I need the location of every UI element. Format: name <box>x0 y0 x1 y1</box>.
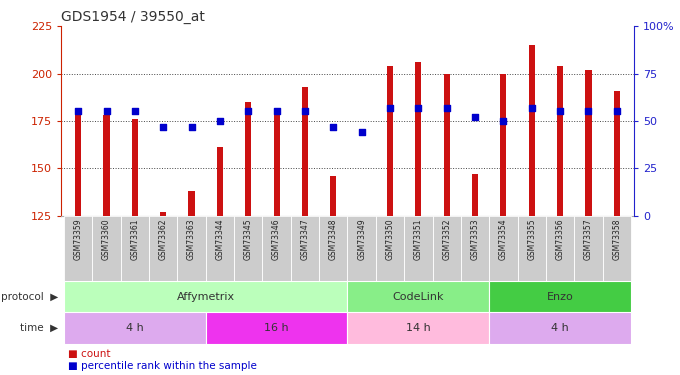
Bar <box>404 216 432 281</box>
Text: ■ count: ■ count <box>68 349 110 358</box>
Bar <box>103 115 109 216</box>
Bar <box>443 74 449 216</box>
Point <box>328 124 339 130</box>
Bar <box>160 212 167 216</box>
Bar <box>319 216 347 281</box>
Bar <box>234 216 262 281</box>
Bar <box>376 216 404 281</box>
Point <box>73 108 84 114</box>
Text: GSM73359: GSM73359 <box>73 218 83 260</box>
Bar <box>461 216 489 281</box>
Point <box>214 118 225 124</box>
Bar <box>273 113 279 216</box>
Bar <box>472 174 478 216</box>
Text: CodeLink: CodeLink <box>392 292 444 302</box>
Text: GSM73354: GSM73354 <box>499 218 508 260</box>
Bar <box>528 45 535 216</box>
Text: 16 h: 16 h <box>265 323 289 333</box>
Bar <box>75 115 82 216</box>
Point <box>498 118 509 124</box>
Bar <box>347 216 376 281</box>
Text: GSM73346: GSM73346 <box>272 218 281 260</box>
Point <box>101 108 112 114</box>
Text: GSM73362: GSM73362 <box>158 218 168 260</box>
Point <box>385 105 396 111</box>
Bar <box>489 312 631 344</box>
Text: GSM73345: GSM73345 <box>243 218 253 260</box>
Bar <box>387 66 393 216</box>
Point <box>611 108 622 114</box>
Point <box>470 114 481 120</box>
Point <box>441 105 452 111</box>
Point <box>356 129 367 135</box>
Text: Enzo: Enzo <box>547 292 573 302</box>
Bar <box>64 216 92 281</box>
Bar <box>330 176 337 216</box>
Text: GSM73352: GSM73352 <box>442 218 452 260</box>
Point <box>129 108 140 114</box>
Point <box>243 108 254 114</box>
Bar <box>177 216 206 281</box>
Text: GSM73347: GSM73347 <box>301 218 309 260</box>
Bar <box>262 216 291 281</box>
Text: Affymetrix: Affymetrix <box>177 292 235 302</box>
Text: GSM73351: GSM73351 <box>414 218 423 260</box>
Bar <box>602 216 631 281</box>
Text: 4 h: 4 h <box>126 323 143 333</box>
Bar <box>302 87 308 216</box>
Bar <box>557 66 563 216</box>
Point <box>583 108 594 114</box>
Text: 14 h: 14 h <box>406 323 430 333</box>
Bar <box>585 70 592 216</box>
Bar <box>92 216 121 281</box>
Text: GDS1954 / 39550_at: GDS1954 / 39550_at <box>61 10 205 24</box>
Bar <box>415 62 422 216</box>
Bar <box>121 216 149 281</box>
Point <box>413 105 424 111</box>
Bar <box>347 312 489 344</box>
Bar <box>517 216 546 281</box>
Text: ■ percentile rank within the sample: ■ percentile rank within the sample <box>68 361 257 370</box>
Point <box>186 124 197 130</box>
Bar <box>291 216 319 281</box>
Bar <box>245 102 252 216</box>
Text: GSM73350: GSM73350 <box>386 218 394 260</box>
Text: 4 h: 4 h <box>551 323 569 333</box>
Bar <box>132 119 138 216</box>
Text: GSM73360: GSM73360 <box>102 218 111 260</box>
Text: GSM73348: GSM73348 <box>329 218 338 260</box>
Bar <box>217 147 223 216</box>
Text: protocol  ▶: protocol ▶ <box>1 292 58 302</box>
Text: GSM73344: GSM73344 <box>216 218 224 260</box>
Bar <box>613 91 620 216</box>
Point <box>158 124 169 130</box>
Point <box>299 108 310 114</box>
Bar <box>64 312 206 344</box>
Text: GSM73363: GSM73363 <box>187 218 196 260</box>
Bar <box>500 74 507 216</box>
Bar <box>546 216 574 281</box>
Text: time  ▶: time ▶ <box>20 323 58 333</box>
Text: GSM73349: GSM73349 <box>357 218 366 260</box>
Bar <box>489 281 631 312</box>
Text: GSM73358: GSM73358 <box>612 218 622 260</box>
Bar <box>206 312 347 344</box>
Bar <box>149 216 177 281</box>
Point <box>271 108 282 114</box>
Bar <box>206 216 234 281</box>
Bar <box>64 281 347 312</box>
Text: GSM73361: GSM73361 <box>131 218 139 260</box>
Bar <box>432 216 461 281</box>
Bar <box>188 191 194 216</box>
Point <box>555 108 566 114</box>
Bar <box>574 216 602 281</box>
Text: GSM73356: GSM73356 <box>556 218 564 260</box>
Text: GSM73355: GSM73355 <box>527 218 537 260</box>
Text: GSM73357: GSM73357 <box>584 218 593 260</box>
Bar <box>347 281 489 312</box>
Bar <box>489 216 517 281</box>
Point <box>526 105 537 111</box>
Text: GSM73353: GSM73353 <box>471 218 479 260</box>
